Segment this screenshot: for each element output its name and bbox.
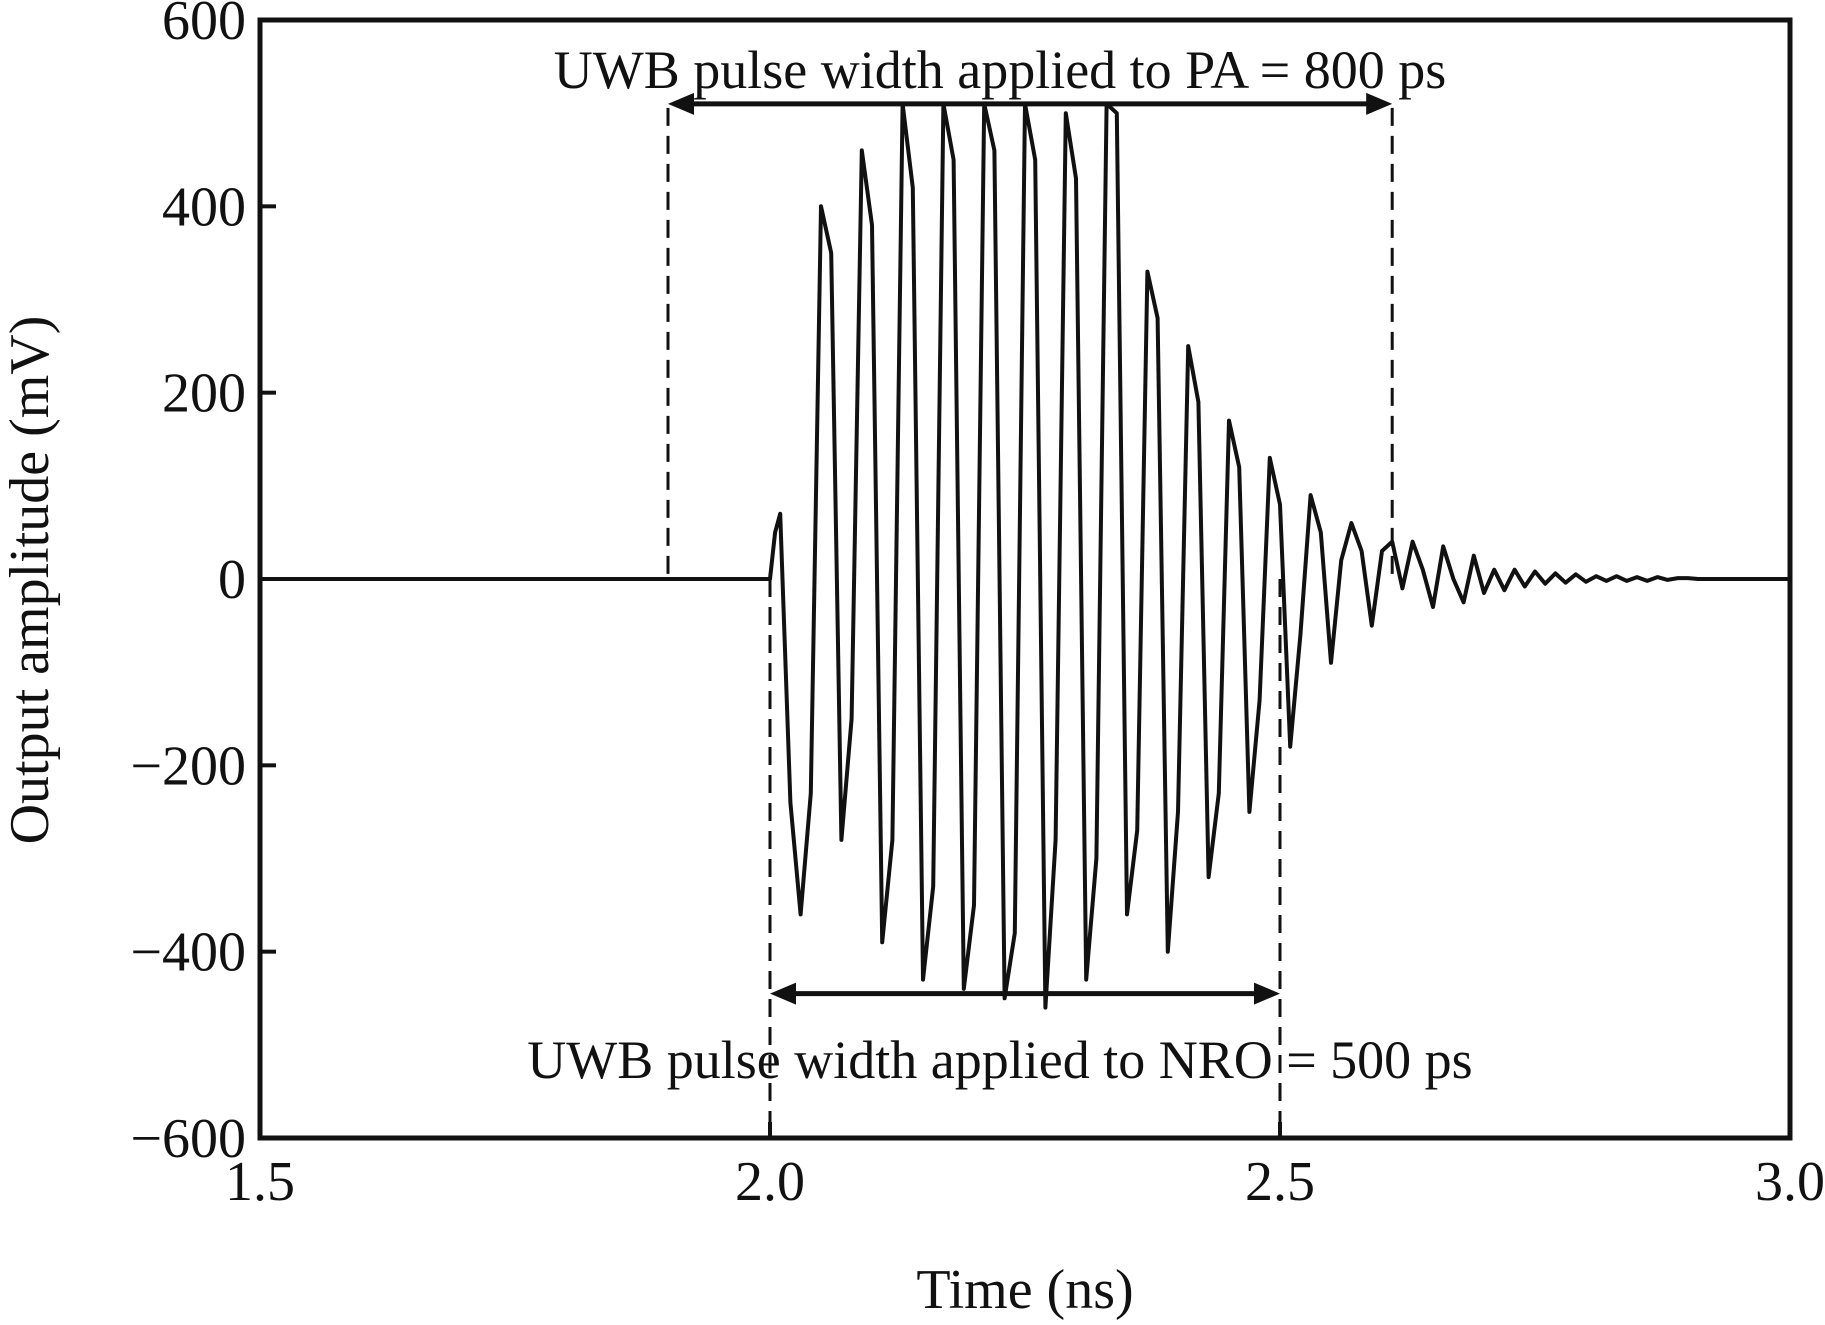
y-axis-title: Output amplitude (mV) bbox=[0, 316, 61, 845]
pa-width-arrow bbox=[668, 92, 1393, 115]
y-tick-label: −200 bbox=[130, 735, 246, 797]
y-tick-label: 0 bbox=[218, 549, 246, 611]
annotation-pa-label: UWB pulse width applied to PA = 800 ps bbox=[554, 40, 1446, 100]
nro-width-arrow bbox=[770, 982, 1280, 1005]
y-tick-label: 400 bbox=[162, 176, 246, 238]
x-tick-label: 2.0 bbox=[735, 1151, 805, 1213]
pa-width-arrow-head-right bbox=[1366, 92, 1393, 115]
x-tick-label: 3.0 bbox=[1755, 1151, 1825, 1213]
pa-width-arrow-head-left bbox=[668, 92, 694, 115]
y-tick-label: 600 bbox=[162, 0, 246, 52]
series-line bbox=[260, 101, 1790, 1010]
y-tick-label: 200 bbox=[162, 363, 246, 425]
y-tick-label: −400 bbox=[130, 922, 246, 984]
annotation-guides bbox=[666, 107, 1394, 1138]
x-tick-label: 2.5 bbox=[1245, 1151, 1315, 1213]
nro-width-arrow-head-left bbox=[770, 982, 796, 1005]
x-axis-title: Time (ns) bbox=[916, 1259, 1133, 1321]
annotation-arrows bbox=[668, 92, 1393, 1005]
y-tick-label: −600 bbox=[130, 1108, 246, 1170]
nro-width-arrow-head-right bbox=[1254, 982, 1280, 1005]
x-tick-label: 1.5 bbox=[225, 1151, 295, 1213]
annotation-nro-label: UWB pulse width applied to NRO = 500 ps bbox=[527, 1030, 1472, 1090]
axis-tick-labels: 1.5 2.0 2.5 3.0 600 400 200 0 −200 −400 −600 bbox=[130, 0, 1825, 1213]
